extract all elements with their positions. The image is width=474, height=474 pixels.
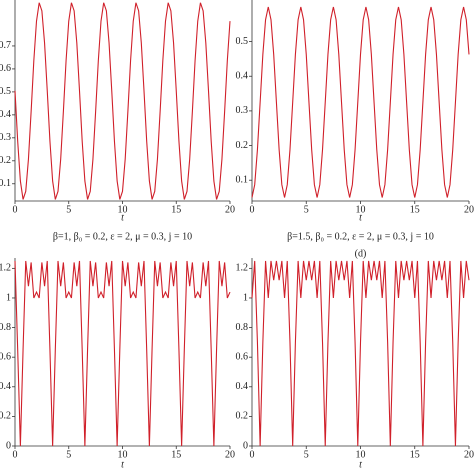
x-tick-label: 5: [66, 449, 71, 460]
y-tick-label: 0.6: [0, 351, 11, 362]
panel-label: (d): [355, 248, 367, 259]
x-tick-label: 15: [410, 204, 420, 215]
x-tick-label: 0: [250, 204, 255, 215]
y-tick-label: 0.1: [236, 175, 249, 186]
caption: β=1.5, β₀ = 0.2, ε = 2, μ = 0.3, j = 10: [287, 231, 434, 242]
y-tick-label: 0.4: [0, 109, 11, 120]
data-line: [251, 6, 470, 198]
y-tick-label: 1: [243, 292, 248, 303]
y-tick-label: 1: [6, 292, 11, 303]
x-axis-label: t: [359, 459, 362, 470]
y-tick-label: 0: [6, 440, 11, 451]
data-line: [14, 2, 231, 200]
y-tick-label: 0.7: [0, 40, 11, 51]
x-axis-label: t: [121, 212, 124, 223]
y-tick-label: 0.2: [0, 411, 11, 422]
x-tick-label: 5: [66, 204, 71, 215]
x-tick-label: 20: [464, 449, 474, 460]
y-tick-label: 1.2: [236, 263, 249, 274]
y-tick-label: 0.2: [236, 411, 249, 422]
x-tick-label: 15: [171, 449, 181, 460]
x-tick-label: 0: [250, 449, 255, 460]
x-tick-label: 20: [464, 204, 474, 215]
x-tick-label: 20: [225, 204, 235, 215]
y-tick-label: 0.8: [236, 322, 249, 333]
y-tick-label: 0.3: [0, 132, 11, 143]
x-tick-label: 10: [118, 449, 128, 460]
y-tick-label: 0.2: [236, 140, 249, 151]
data-line: [251, 260, 470, 447]
y-tick-label: 0: [243, 440, 248, 451]
y-tick-label: 0.6: [236, 351, 249, 362]
y-tick-label: 0.2: [0, 155, 11, 166]
y-tick-label: 0.5: [236, 36, 249, 47]
x-axis-label: t: [121, 459, 124, 470]
x-tick-label: 10: [356, 204, 366, 215]
x-tick-label: 0: [13, 449, 18, 460]
x-tick-label: 15: [410, 449, 420, 460]
y-tick-label: 0.8: [0, 322, 11, 333]
x-tick-label: 0: [13, 204, 18, 215]
y-tick-label: 0.4: [236, 381, 249, 392]
y-tick-label: 0.3: [236, 105, 249, 116]
x-tick-label: 10: [356, 449, 366, 460]
x-tick-label: 20: [225, 449, 235, 460]
data-line: [14, 260, 231, 447]
y-tick-label: 0.6: [0, 63, 11, 74]
x-axis-label: t: [359, 212, 362, 223]
y-tick-label: 0.4: [0, 381, 11, 392]
caption: β=1, β₀ = 0.2, ε = 2, μ = 0.3, j = 10: [53, 231, 192, 242]
y-tick-label: 0.4: [236, 71, 249, 82]
x-tick-label: 5: [304, 204, 309, 215]
x-tick-label: 10: [118, 204, 128, 215]
x-tick-label: 15: [171, 204, 181, 215]
y-tick-label: 0.1: [0, 178, 11, 189]
y-tick-label: 1.2: [0, 263, 11, 274]
x-tick-label: 5: [304, 449, 309, 460]
y-tick-label: 0.5: [0, 86, 11, 97]
